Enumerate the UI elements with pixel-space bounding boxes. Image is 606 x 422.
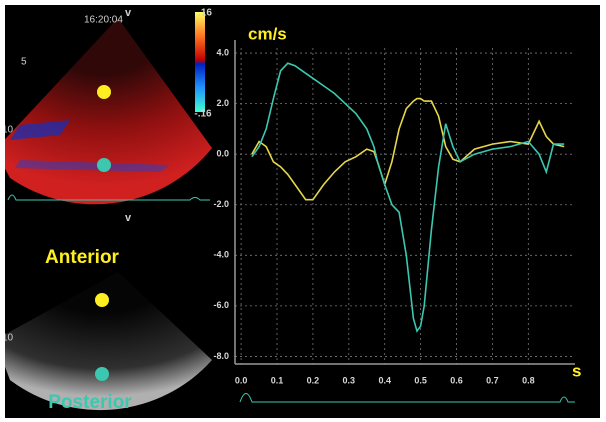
- anterior-marker: [95, 293, 109, 307]
- x-tick-label: 0.8: [522, 375, 535, 385]
- y-axis-label: cm/s: [248, 24, 287, 43]
- marker-label: v: [125, 7, 132, 19]
- depth-label: 5: [21, 57, 27, 68]
- depth-label: 10: [2, 125, 14, 136]
- x-tick-label: 0.3: [343, 375, 356, 385]
- timestamp: 16:20:04: [84, 15, 123, 26]
- x-tick-label: 0.5: [414, 375, 427, 385]
- y-tick-label: 2.0: [216, 98, 229, 108]
- x-tick-label: 0.1: [271, 375, 284, 385]
- screen: 16:20:04 v v .16 -.16 5 10 10 Anterior P…: [0, 0, 606, 422]
- series-label: Posterior: [48, 392, 132, 413]
- y-tick-label: -4.0: [213, 250, 229, 260]
- posterior-marker: [95, 367, 109, 381]
- scale-label: -.16: [194, 109, 212, 120]
- y-tick-label: 4.0: [216, 47, 229, 57]
- y-tick-label: -6.0: [213, 300, 229, 310]
- scale-label: .16: [198, 8, 212, 19]
- x-tick-label: 0.4: [378, 375, 391, 385]
- y-tick-label: 0.0: [216, 149, 229, 159]
- x-tick-label: 0.2: [307, 375, 320, 385]
- y-tick-label: -2.0: [213, 199, 229, 209]
- x-tick-label: 0.7: [486, 375, 499, 385]
- y-tick-label: -8.0: [213, 351, 229, 361]
- series-label: Anterior: [45, 247, 120, 268]
- depth-label: 10: [2, 333, 14, 344]
- x-tick-label: 0.6: [450, 375, 463, 385]
- marker-label: v: [125, 212, 132, 224]
- posterior-marker: [97, 158, 111, 172]
- anterior-marker: [97, 85, 111, 99]
- x-tick-label: 0.0: [235, 375, 248, 385]
- color-scale: [195, 12, 205, 112]
